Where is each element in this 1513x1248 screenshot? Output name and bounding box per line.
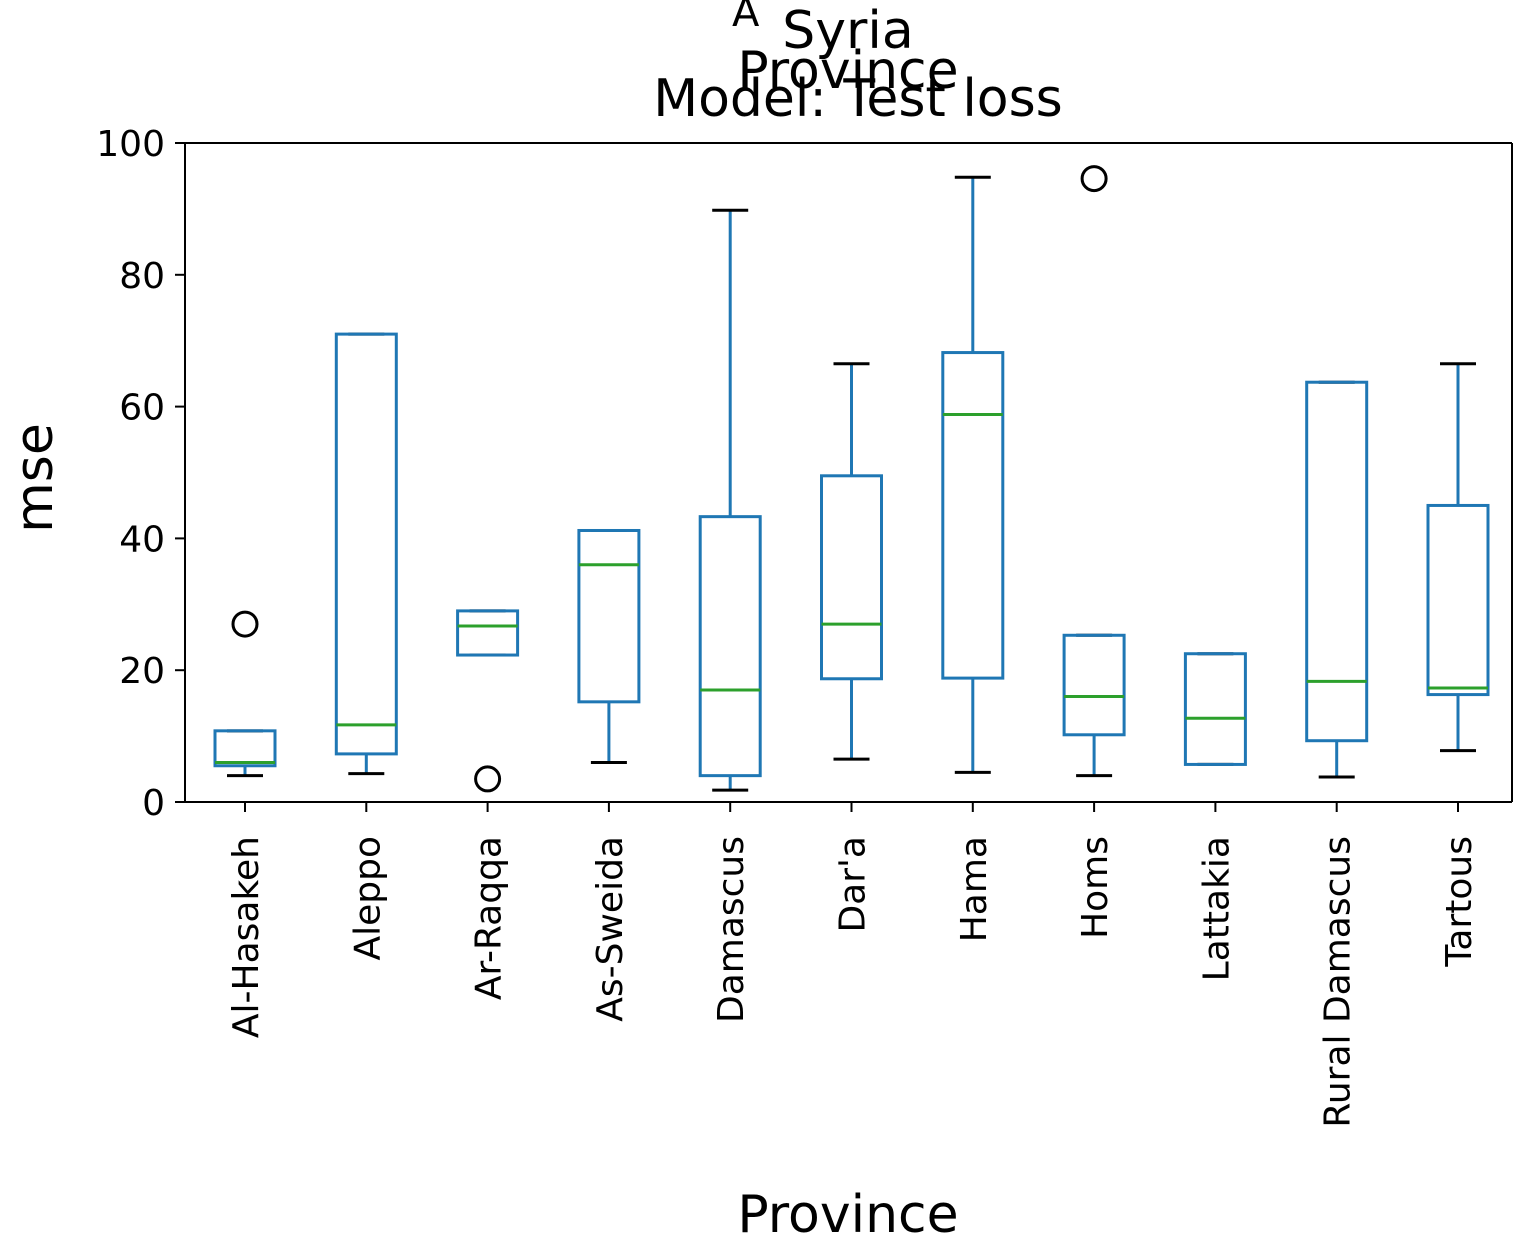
box-3 — [577, 528, 641, 764]
box-iqr — [820, 474, 883, 681]
x-tick-label: Tartous — [1439, 836, 1480, 968]
x-tick-label: Dar'a — [833, 836, 874, 933]
x-tick-label: Damascus — [711, 836, 752, 1023]
x-tick-label: Rural Damascus — [1318, 836, 1359, 1128]
box-4 — [698, 208, 762, 792]
box-iqr — [1062, 633, 1126, 737]
x-tick-label: Hama — [954, 836, 995, 942]
box-1 — [334, 332, 398, 776]
y-tick-label: 40 — [119, 519, 165, 560]
chart-title: A Syria Province Model: Test loss — [653, 0, 1063, 129]
box-iqr — [456, 609, 520, 657]
outlier-point — [474, 765, 502, 793]
box-6 — [941, 175, 1005, 774]
title-line-1: Syria — [782, 1, 913, 61]
y-tick-label: 80 — [119, 256, 165, 297]
x-tick-label: As-Sweida — [590, 836, 631, 1022]
x-tick-label: Homs — [1075, 836, 1116, 939]
title-line-2: Province — [737, 41, 958, 101]
outlier-point — [231, 610, 259, 638]
x-tick-label: Lattakia — [1196, 836, 1237, 981]
box-8 — [1183, 652, 1247, 766]
box-iqr — [1426, 503, 1490, 697]
box-iqr — [698, 515, 762, 778]
y-tick-label: 0 — [142, 783, 165, 824]
box-iqr — [334, 332, 398, 756]
boxes — [213, 165, 1490, 793]
box-iqr — [1305, 380, 1369, 743]
box-iqr — [213, 729, 277, 768]
box-9 — [1305, 380, 1369, 779]
box-iqr — [577, 528, 641, 704]
x-tick-label: Aleppo — [347, 836, 388, 961]
y-tick-label: 20 — [119, 651, 165, 692]
box-2 — [456, 609, 520, 793]
box-iqr — [941, 351, 1005, 680]
y-tick-label: 100 — [96, 124, 165, 165]
x-tick-label: Ar-Raqqa — [469, 836, 510, 1000]
box-10 — [1426, 362, 1490, 753]
outlier-point — [1080, 165, 1108, 193]
plot-area — [184, 142, 1513, 803]
box-7 — [1062, 165, 1126, 778]
box-iqr — [1183, 652, 1247, 766]
x-axis-title: Province — [737, 1185, 958, 1245]
y-axis-title: mse — [5, 423, 65, 533]
y-axis-ticks: 0 20 40 60 80 100 — [96, 124, 185, 824]
title-overlap-glyph: A — [732, 0, 760, 36]
x-tick-label: Al-Hasakeh — [226, 836, 267, 1038]
y-tick-label: 60 — [119, 388, 165, 429]
box-0 — [213, 610, 277, 778]
box-5 — [820, 362, 883, 761]
x-axis-ticks: Al-Hasakeh Aleppo Ar-Raqqa As-Sweida Damascu… — [226, 802, 1480, 1128]
title-line-3: Model: Test loss — [653, 69, 1063, 129]
